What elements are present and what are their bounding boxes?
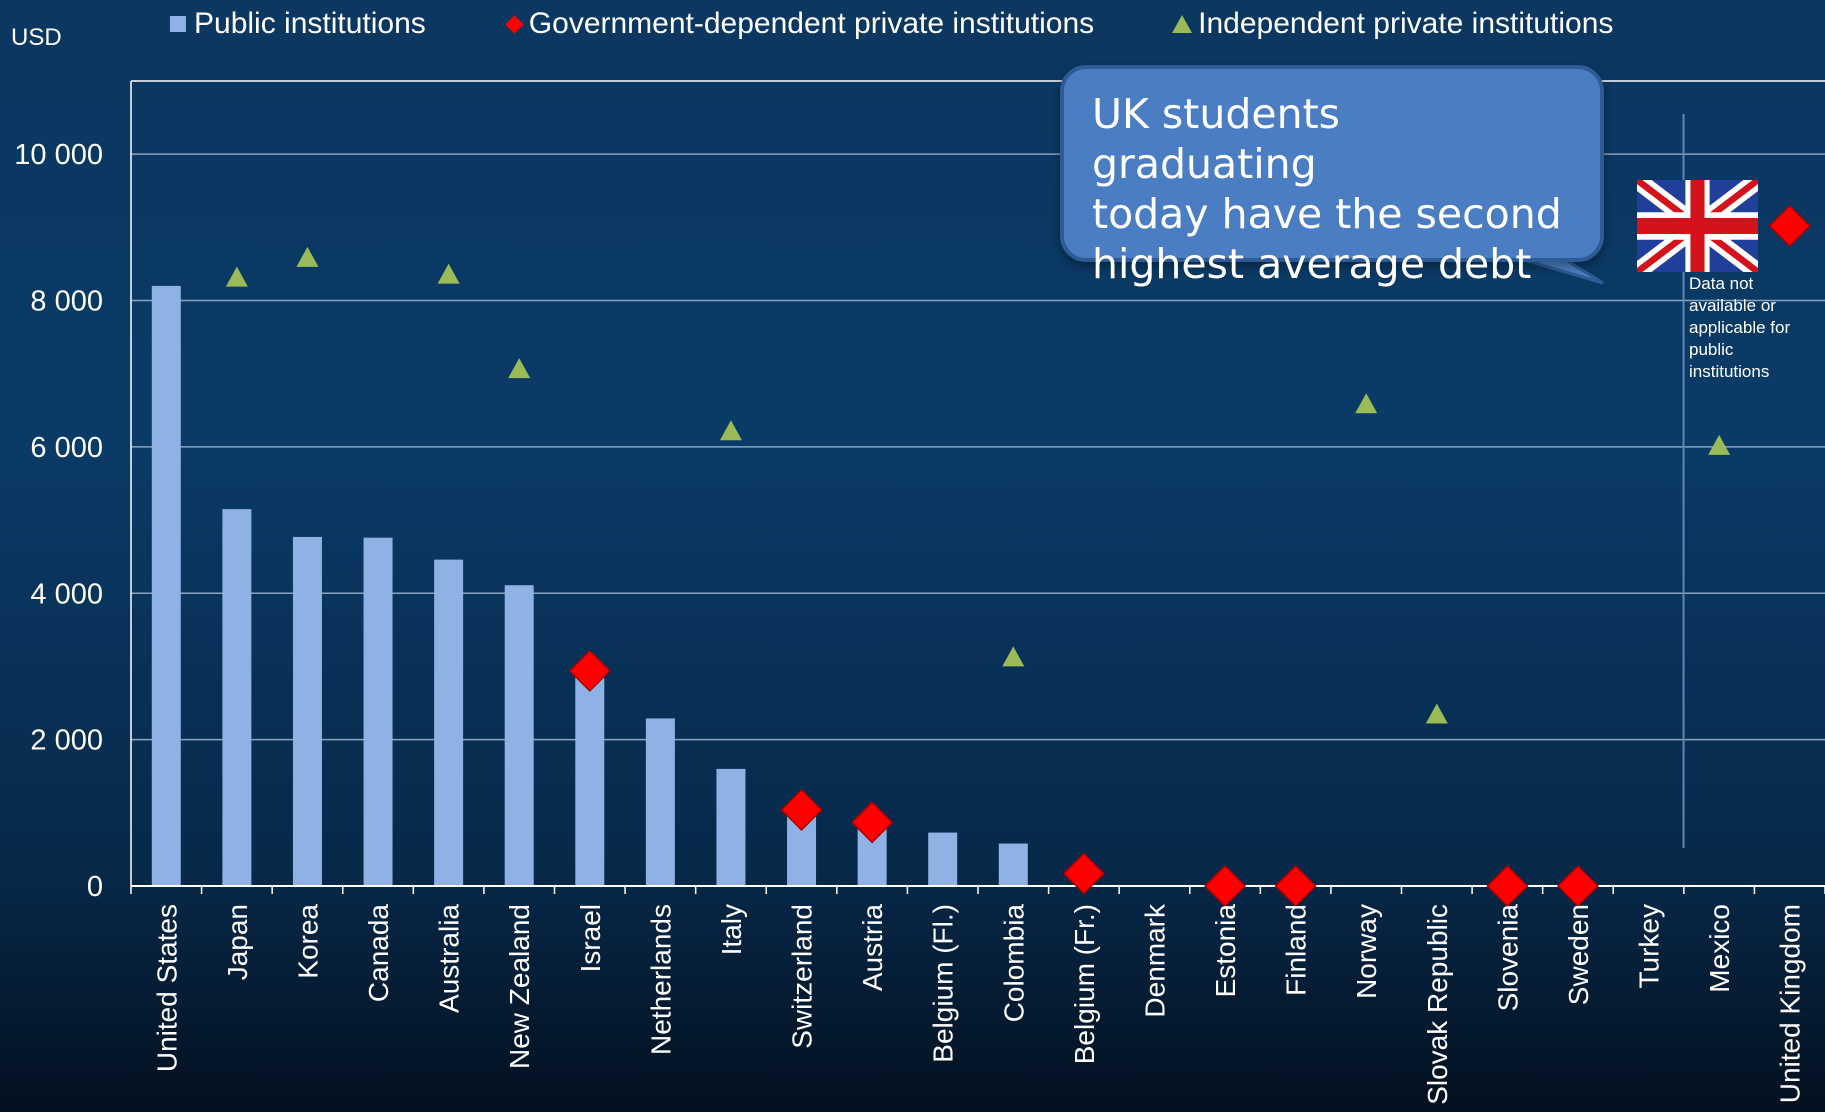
note-line-1: Data not — [1689, 274, 1754, 293]
x-tick-labels: United States Japan Korea Canada Australia Ne… — [151, 903, 1805, 1105]
bar-public — [645, 718, 675, 886]
x-tick-label: Finland — [1281, 904, 1312, 996]
callout-line-2: today have the second — [1092, 190, 1562, 238]
bar-public — [928, 832, 958, 886]
bar-public — [151, 285, 181, 887]
x-tick-label: Turkey — [1634, 904, 1665, 989]
marker-independent — [719, 420, 742, 441]
legend-label-gov-dependent: Government-dependent private institution… — [528, 7, 1095, 40]
marker-independent — [1002, 646, 1025, 667]
marker-gov-dependent — [851, 801, 894, 844]
public-bars — [151, 285, 1028, 887]
y-tick-label: 6 000 — [30, 432, 103, 464]
legend-label-independent: Independent private institutions — [1198, 7, 1614, 40]
x-tick-label: Belgium (Fr.) — [1069, 904, 1100, 1064]
marker-gov-dependent — [1486, 864, 1529, 908]
x-tick-label: Korea — [292, 904, 323, 979]
x-tick-label: Australia — [434, 904, 465, 1013]
bar-public — [998, 843, 1028, 886]
x-tick-label: New Zealand — [504, 904, 535, 1069]
bar-public — [292, 536, 322, 886]
bar-public — [363, 537, 393, 886]
marker-independent — [296, 246, 319, 267]
data-note: Data not available or applicable for pub… — [1689, 273, 1819, 383]
x-tick-label: Denmark — [1139, 903, 1170, 1018]
marker-independent — [225, 266, 248, 287]
marker-gov-dependent — [1556, 864, 1600, 908]
marker-independent — [437, 263, 460, 284]
x-tick-label: Belgium (Fl.) — [928, 904, 959, 1063]
x-tick-label: Mexico — [1704, 904, 1735, 993]
x-tick-label: Austria — [857, 904, 888, 992]
x-tick-label: Italy — [716, 904, 747, 955]
legend: Public institutions Government-dependent… — [170, 2, 1613, 46]
note-line-3: applicable for — [1689, 318, 1791, 337]
marker-gov-dependent — [1062, 852, 1105, 895]
note-line-2: available or — [1689, 296, 1776, 315]
x-tick-label: United States — [151, 904, 182, 1072]
legend-item-independent: Independent private institutions — [1172, 7, 1613, 41]
bar-public — [222, 509, 252, 886]
legend-item-gov-dependent: Government-dependent private institution… — [504, 7, 1094, 41]
y-tick-label: 8 000 — [30, 286, 103, 318]
marker-gov-dependent — [1768, 204, 1811, 247]
bar-public — [434, 559, 464, 886]
x-tick-label: Israel — [575, 904, 606, 972]
bar-public — [504, 585, 534, 886]
callout-line-1: UK students graduating — [1092, 90, 1341, 188]
note-line-4: public — [1689, 340, 1734, 359]
legend-item-public: Public institutions — [170, 7, 426, 41]
x-tick-label: Netherlands — [645, 904, 676, 1055]
x-tick-label: Norway — [1351, 904, 1382, 999]
y-tick-label: 4 000 — [30, 578, 103, 610]
marker-gov-dependent — [1203, 864, 1247, 908]
x-tick-label: Colombia — [998, 904, 1029, 1023]
y-tick-label: 0 — [87, 871, 103, 903]
x-tick-label: Canada — [363, 904, 394, 1003]
x-tick-label: Switzerland — [787, 904, 818, 1049]
note-line-5: institutions — [1689, 362, 1770, 381]
markers — [225, 204, 1811, 908]
marker-gov-dependent — [780, 788, 823, 831]
y-tick-label: 2 000 — [30, 725, 103, 757]
legend-triangle-icon — [1172, 15, 1193, 33]
x-tick-label: Slovenia — [1492, 904, 1523, 1012]
marker-independent — [1708, 434, 1731, 455]
y-tick-label: 10 000 — [14, 139, 103, 171]
x-tick-label: Slovak Republic — [1422, 904, 1453, 1105]
gridlines — [131, 153, 1825, 741]
marker-independent — [508, 358, 531, 379]
marker-independent — [1355, 393, 1378, 414]
united-kingdom-flag-icon — [1637, 180, 1758, 272]
x-tick-label: Estonia — [1210, 904, 1241, 998]
legend-diamond-icon — [505, 14, 524, 34]
legend-square-icon — [170, 16, 186, 32]
callout-box: UK students graduating today have the se… — [1060, 65, 1604, 288]
legend-label-public: Public institutions — [194, 7, 426, 40]
y-tick-labels: 0 2 000 4 000 6 000 8 000 10 000 — [14, 139, 103, 903]
y-axis-unit: USD — [11, 24, 62, 51]
callout-line-3: highest average debt — [1092, 240, 1532, 288]
marker-gov-dependent — [1274, 864, 1317, 908]
bar-public — [716, 768, 746, 886]
bar-public — [575, 672, 605, 886]
x-tick-label: United Kingdom — [1775, 904, 1806, 1103]
x-tick-label: Sweden — [1563, 904, 1594, 1005]
x-tick-label: Japan — [222, 904, 253, 980]
marker-independent — [1425, 703, 1448, 724]
marker-gov-dependent — [568, 649, 611, 692]
